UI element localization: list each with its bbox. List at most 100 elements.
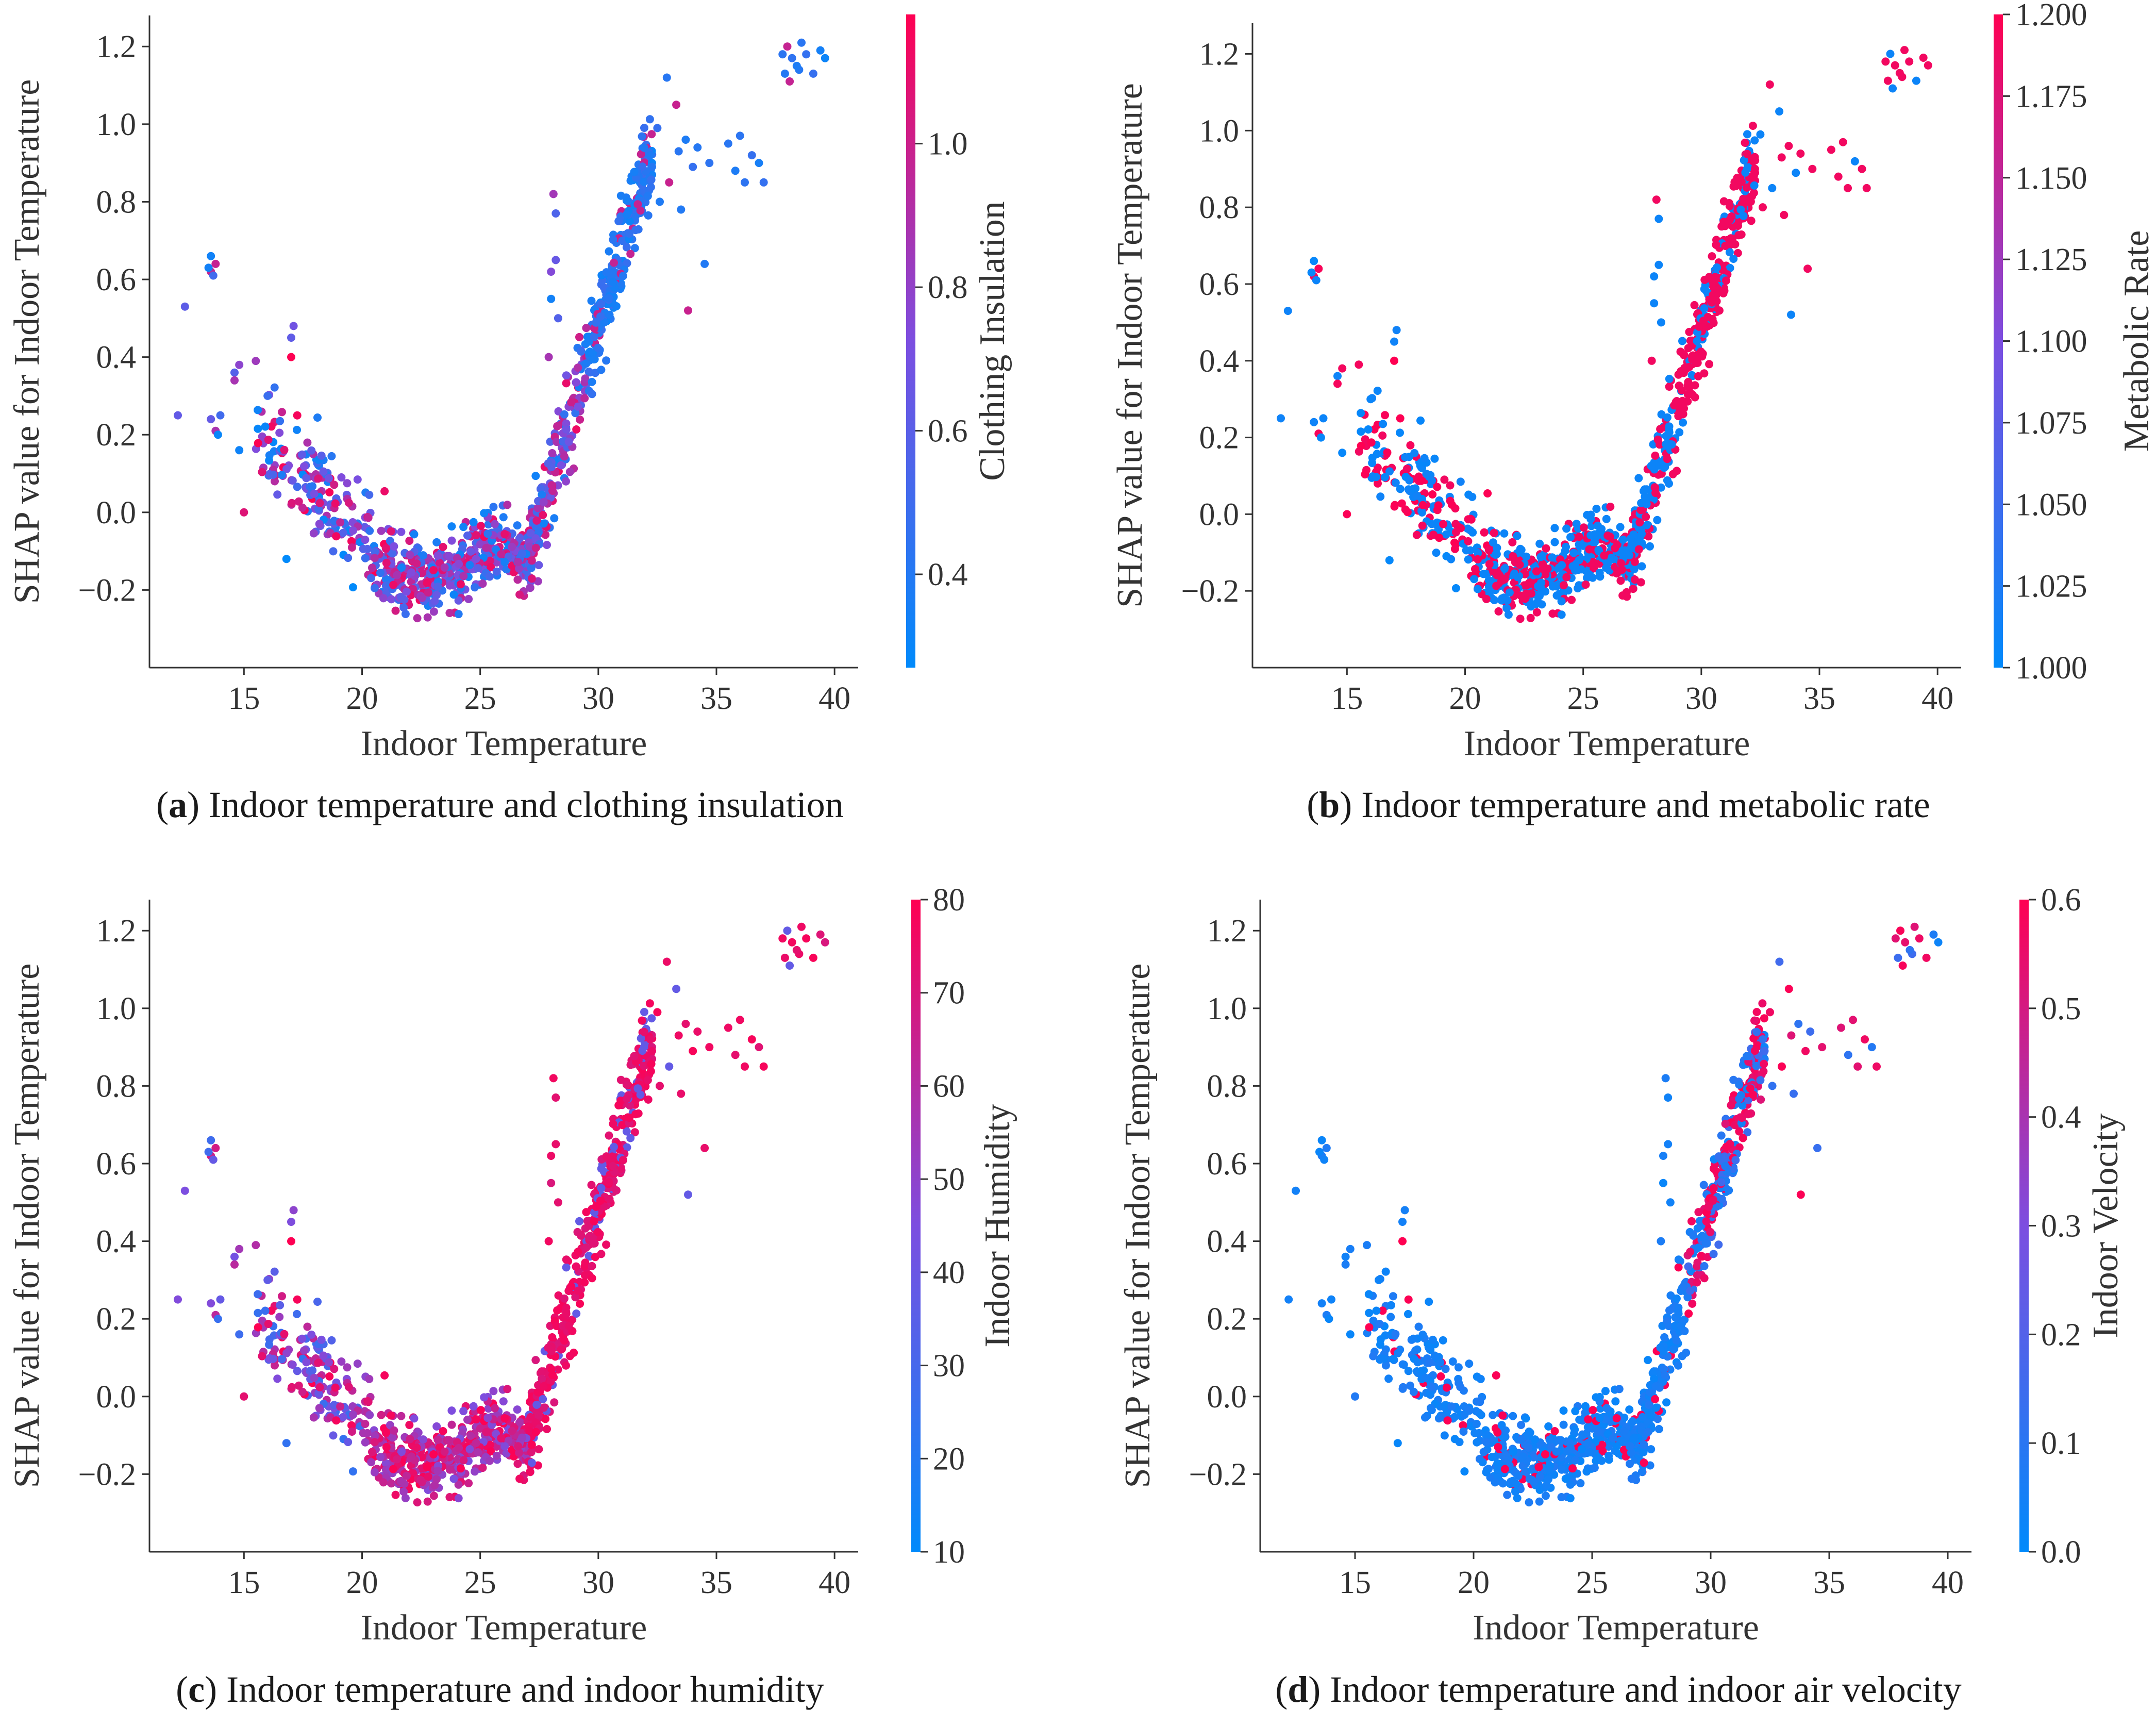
scatter-point xyxy=(1790,1089,1798,1098)
scatter-point xyxy=(1813,1143,1821,1152)
scatter-point xyxy=(433,583,442,591)
scatter-point xyxy=(809,69,817,78)
scatter-point xyxy=(616,191,625,200)
scatter-point xyxy=(1292,1186,1300,1195)
scatter-point xyxy=(1479,1448,1488,1456)
scatter-point xyxy=(741,178,749,187)
scatter-point xyxy=(630,168,639,176)
scatter-point xyxy=(565,468,574,476)
scatter-point xyxy=(590,355,599,363)
scatter-point xyxy=(367,574,376,583)
colorbar-label-d: Indoor Velocity xyxy=(2086,1113,2126,1338)
scatter-point xyxy=(1674,1255,1683,1264)
scatter-point xyxy=(472,555,480,563)
scatter-point xyxy=(1460,1411,1469,1419)
scatter-point xyxy=(1450,1413,1459,1421)
scatter-point xyxy=(626,250,635,258)
scatter-point xyxy=(1494,1442,1502,1451)
scatter-point xyxy=(1581,1402,1590,1411)
scatter-point xyxy=(1559,1420,1568,1429)
scatter-point xyxy=(447,522,456,531)
scatter-point xyxy=(1548,609,1557,618)
scatter-point xyxy=(600,318,609,327)
scatter-point xyxy=(180,302,189,311)
scatter-point xyxy=(459,523,468,532)
scatter-point xyxy=(1557,1493,1566,1501)
scatter-point xyxy=(480,509,489,518)
scatter-point xyxy=(1576,1479,1585,1487)
scatter-point xyxy=(1672,1336,1681,1345)
scatter-point xyxy=(1493,1428,1502,1437)
scatter-point xyxy=(539,498,548,506)
scatter-point xyxy=(1721,1119,1730,1128)
scatter-point xyxy=(348,583,357,592)
scatter-point xyxy=(487,563,495,572)
scatter-point xyxy=(1684,1262,1693,1271)
scatter-point xyxy=(1929,930,1938,939)
scatter-point xyxy=(646,151,655,160)
scatter-point xyxy=(209,271,218,280)
scatter-point xyxy=(353,475,362,484)
x-tick-label-a: 20 xyxy=(346,681,378,716)
scatter-point xyxy=(1584,1415,1593,1424)
scatter-point xyxy=(1717,1178,1726,1187)
scatter-point xyxy=(643,192,652,201)
scatter-point xyxy=(476,522,485,530)
scatter-point xyxy=(1365,1323,1374,1332)
scatter-point xyxy=(1428,1335,1437,1344)
scatter-point xyxy=(1418,1330,1427,1339)
scatter-point xyxy=(525,542,534,551)
scatter-point xyxy=(656,197,664,206)
scatter-point xyxy=(605,310,614,319)
scatter-point xyxy=(406,551,414,559)
scatter-point xyxy=(1678,1352,1686,1361)
scatter-point xyxy=(783,42,792,51)
scatter-point xyxy=(1498,1411,1507,1420)
scatter-point xyxy=(1421,1373,1430,1382)
scatter-point xyxy=(500,558,509,567)
scatter-point xyxy=(1757,1095,1765,1104)
scatter-point xyxy=(1665,1306,1674,1315)
scatter-point xyxy=(1545,1435,1554,1444)
scatter-point xyxy=(508,542,516,551)
scatter-point xyxy=(433,551,442,560)
scatter-point xyxy=(644,211,653,220)
scatter-point xyxy=(638,132,646,141)
scatter-point xyxy=(337,473,346,482)
scatter-point xyxy=(423,613,432,622)
scatter-point xyxy=(1640,1440,1648,1449)
scatter-point xyxy=(1784,985,1793,993)
y-tick-label-a: 0.0 xyxy=(96,495,137,530)
scatter-point xyxy=(1750,1016,1759,1025)
scatter-point xyxy=(619,272,627,280)
scatter-point xyxy=(1440,475,1449,484)
scatter-point xyxy=(390,542,398,551)
scatter-point xyxy=(547,481,556,490)
scatter-point xyxy=(269,470,277,479)
scatter-point xyxy=(1472,1420,1481,1428)
scatter-point xyxy=(1459,1428,1468,1436)
scatter-point xyxy=(560,410,569,419)
scatter-point xyxy=(1541,1491,1550,1500)
scatter-point xyxy=(1525,1498,1533,1507)
scatter-point xyxy=(527,574,536,583)
scatter-point xyxy=(592,318,600,327)
scatter-point xyxy=(1700,1262,1709,1270)
scatter-point xyxy=(1910,922,1919,931)
caption-c-letter: c xyxy=(188,1669,205,1710)
scatter-point xyxy=(464,595,473,603)
scatter-point xyxy=(518,549,526,558)
colorbar-d xyxy=(2019,900,2029,1552)
caption-c: (c) Indoor temperature and indoor humidi… xyxy=(176,1669,824,1710)
scatter-point xyxy=(1630,1433,1639,1442)
scatter-point xyxy=(419,551,428,560)
scatter-point xyxy=(1894,953,1902,962)
x-tick-label-d: 15 xyxy=(1339,1565,1371,1600)
scatter-point xyxy=(1752,1027,1761,1036)
colorbar-tick-label-a: 0.6 xyxy=(928,414,968,449)
scatter-point xyxy=(368,563,376,572)
scatter-point xyxy=(445,552,454,560)
scatter-point xyxy=(1626,1442,1634,1451)
scatter-point xyxy=(1873,1062,1881,1071)
